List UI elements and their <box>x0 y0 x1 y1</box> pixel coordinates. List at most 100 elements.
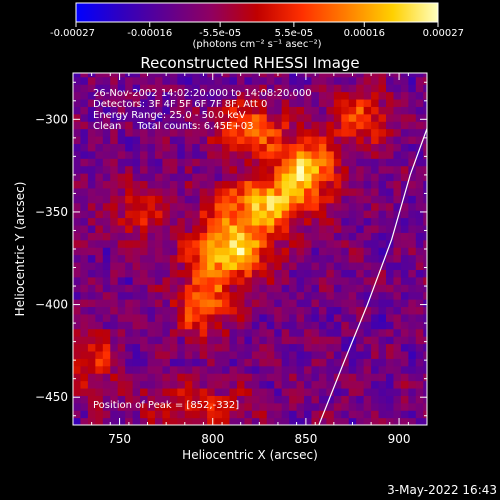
heatmap-cell <box>341 210 350 219</box>
heatmap-cell <box>162 180 171 189</box>
heatmap-cell <box>80 106 89 115</box>
colorbar-units-label: (photons cm⁻² s⁻¹ asec⁻²) <box>192 39 321 50</box>
heatmap-cell <box>125 91 134 100</box>
heatmap-cell <box>110 106 119 115</box>
heatmap-cell <box>147 106 156 115</box>
heatmap-cell <box>311 261 320 270</box>
heatmap-cell <box>386 128 395 137</box>
heatmap-cell <box>169 350 178 359</box>
heatmap-cell <box>259 380 268 389</box>
heatmap-cell <box>214 417 223 425</box>
heatmap-cell <box>102 365 111 374</box>
heatmap-cell <box>415 98 424 107</box>
heatmap-cell <box>192 380 201 389</box>
heatmap-cell <box>169 343 178 352</box>
heatmap-cell <box>214 306 223 315</box>
heatmap-cell <box>244 343 253 352</box>
heatmap-cell <box>207 358 216 367</box>
heatmap-cell <box>140 291 149 300</box>
heatmap-cell <box>73 173 82 182</box>
heatmap-cell <box>102 373 111 382</box>
heatmap-cell <box>169 76 178 85</box>
heatmap-cell <box>192 269 201 278</box>
heatmap-cell <box>393 387 402 396</box>
heatmap-cell <box>296 247 305 256</box>
heatmap-cell <box>333 269 342 278</box>
heatmap-cell <box>266 284 275 293</box>
heatmap-cell <box>393 73 402 78</box>
heatmap-cell <box>162 336 171 345</box>
heatmap-cell <box>117 195 126 204</box>
heatmap-cell <box>266 187 275 196</box>
heatmap-cell <box>311 299 320 308</box>
heatmap-cell <box>80 239 89 248</box>
heatmap-cell <box>87 113 96 122</box>
heatmap-cell <box>274 254 283 263</box>
heatmap-cell <box>304 150 313 159</box>
heatmap-cell <box>147 158 156 167</box>
heatmap-cell <box>199 224 208 233</box>
heatmap-cell <box>244 365 253 374</box>
heatmap-cell <box>244 261 253 270</box>
heatmap-cell <box>363 210 372 219</box>
heatmap-cell <box>80 121 89 130</box>
heatmap-cell <box>125 239 134 248</box>
heatmap-cell <box>281 98 290 107</box>
heatmap-cell <box>132 321 141 330</box>
heatmap-cell <box>177 269 186 278</box>
heatmap-cell <box>296 202 305 211</box>
heatmap-cell <box>408 313 417 322</box>
heatmap-cell <box>423 224 427 233</box>
heatmap-cell <box>73 350 82 359</box>
heatmap-cell <box>259 365 268 374</box>
heatmap-cell <box>207 195 216 204</box>
heatmap-cell <box>341 224 350 233</box>
heatmap-cell <box>132 173 141 182</box>
heatmap-cell <box>132 306 141 315</box>
heatmap-cell <box>311 106 320 115</box>
heatmap-cell <box>423 261 427 270</box>
heatmap-cell <box>318 84 327 93</box>
heatmap-cell <box>87 254 96 263</box>
heatmap-cell <box>281 232 290 241</box>
heatmap-cell <box>236 113 246 122</box>
heatmap-cell <box>73 343 82 352</box>
heatmap-cell <box>393 202 402 211</box>
heatmap-cell <box>192 84 201 93</box>
heatmap-cell <box>251 410 260 419</box>
heatmap-cell <box>73 106 82 115</box>
heatmap-cell <box>244 84 253 93</box>
heatmap-cell <box>266 306 275 315</box>
heatmap-cell <box>259 202 268 211</box>
heatmap-cell <box>222 91 231 100</box>
heatmap-cell <box>214 247 223 256</box>
heatmap-cell <box>408 217 417 226</box>
heatmap-cell <box>236 195 246 204</box>
heatmap-cell <box>110 187 119 196</box>
heatmap-cell <box>274 387 283 396</box>
heatmap-cell <box>73 358 82 367</box>
heatmap-cell <box>184 321 193 330</box>
heatmap-cell <box>363 380 372 389</box>
heatmap-cell <box>318 76 327 85</box>
heatmap-cell <box>229 336 238 345</box>
heatmap-cell <box>222 106 231 115</box>
heatmap-cell <box>333 180 342 189</box>
heatmap-cell <box>229 417 238 425</box>
heatmap-cell <box>222 202 231 211</box>
heatmap-cell <box>371 121 380 130</box>
heatmap-cell <box>117 350 126 359</box>
heatmap-cell <box>207 350 216 359</box>
heatmap-cell <box>341 284 350 293</box>
heatmap-cell <box>244 395 253 404</box>
heatmap-cell <box>207 373 216 382</box>
heatmap-cell <box>259 350 268 359</box>
heatmap-cell <box>214 254 223 263</box>
heatmap-cell <box>356 254 365 263</box>
heatmap-cell <box>192 247 201 256</box>
heatmap-cell <box>117 276 126 285</box>
heatmap-cell <box>423 143 427 152</box>
heatmap-cell <box>80 402 89 411</box>
heatmap-cell <box>125 358 134 367</box>
heatmap-cell <box>140 121 149 130</box>
